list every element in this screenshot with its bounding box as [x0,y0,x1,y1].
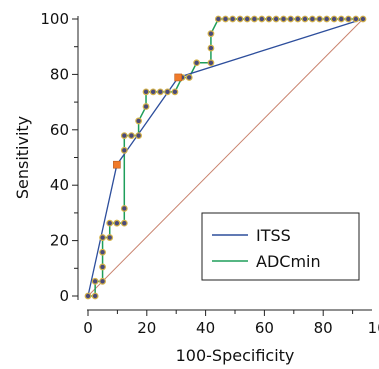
adcmin-point [120,132,128,140]
adcmin-point [99,277,106,285]
legend-label-adcmin: ADCmin [256,252,321,271]
adcmin-point [142,103,150,110]
legend-label-itss: ITSS [256,226,291,245]
adcmin-point [301,15,309,23]
adcmin-point [120,146,128,154]
adcmin-point [120,205,128,212]
adcmin-point [99,248,106,256]
adcmin-point [287,15,295,23]
adcmin-point [142,88,150,96]
adcmin-point [99,234,106,241]
adcmin-point [171,88,179,96]
y-tick-label: 40 [50,176,69,194]
adcmin-point [106,219,114,227]
reference-line [87,18,364,297]
adcmin-point [113,219,121,227]
adcmin-point [120,219,128,227]
adcmin-point [236,15,244,23]
adcmin-point [214,15,222,23]
adcmin-point [91,277,99,285]
adcmin-point [229,15,237,23]
adcmin-point [207,30,215,38]
itss-cutoff-point [174,73,182,82]
x-tick-label: 0 [83,319,93,337]
x-axis-title: 100-Specificity [176,346,295,365]
y-tick-label: 60 [50,121,69,139]
adcmin-point [106,234,114,241]
y-axis-ticks: 0 20 40 60 80 100 [40,10,78,305]
series-line-itss [87,18,364,297]
legend-box [201,212,360,281]
adcmin-point [243,15,251,23]
adcmin-point [84,292,92,300]
itss-cutoff-point [113,160,121,169]
adcmin-point [272,15,280,23]
y-tick-label: 100 [40,10,69,28]
x-tick-label: 60 [255,319,274,337]
adcmin-point [294,15,302,23]
adcmin-point [222,15,229,23]
adcmin-point [345,15,352,23]
x-tick-label: 80 [314,319,333,337]
adcmin-point [128,132,135,140]
adcmin-point [323,15,331,23]
adcmin-point [250,15,258,23]
y-tick-label: 0 [59,287,69,305]
y-tick-label: 80 [50,65,69,83]
adcmin-point [316,15,323,23]
x-tick-label: 100 [368,319,379,337]
x-axis-ticks: 0 20 40 60 80 100 [83,310,379,337]
adcmin-point [99,263,106,271]
adcmin-point [207,59,215,67]
adcmin-point [135,117,143,125]
reference-diagonal [87,18,364,297]
adcmin-point [135,132,143,140]
adcmin-point [330,15,338,23]
adcmin-point [149,88,157,96]
adcmin-point [337,15,345,23]
x-tick-label: 20 [137,319,156,337]
adcmin-point [359,15,367,23]
adcmin-point [309,15,316,23]
x-tick-label: 40 [196,319,215,337]
adcmin-point [258,15,266,23]
adcmin-point [91,292,99,300]
y-axis-title: Sensitivity [13,116,32,199]
legend: ITSS ADCmin [201,212,360,281]
adcmin-point [156,88,164,96]
adcmin-point [185,74,193,81]
adcmin-point [265,15,273,23]
adcmin-point [352,15,360,23]
adcmin-point [280,15,287,23]
adcmin-point [193,59,201,67]
adcmin-point [164,88,171,96]
adcmin-point [207,44,215,52]
series-layer [84,15,367,300]
y-tick-label: 20 [50,232,69,250]
